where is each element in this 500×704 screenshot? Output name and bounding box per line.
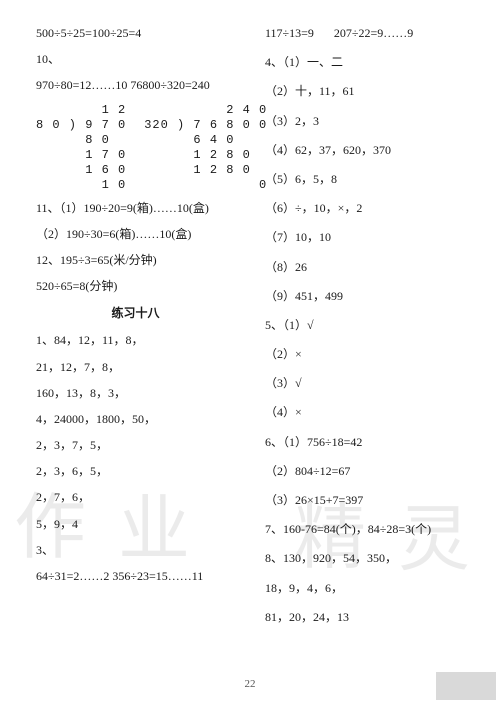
left-line-c-1: 21，12，7，8，: [36, 358, 235, 377]
right-line-4: （5）6，5，8: [265, 170, 464, 189]
page-number: 22: [0, 678, 500, 690]
left-line-b-2: 12、195÷3=65(米/分钟): [36, 251, 235, 270]
right-line-16: 7、160-76=84(个)，84÷28=3(个): [265, 520, 464, 539]
right-line-11: （3）√: [265, 374, 464, 393]
left-line-b-1: （2）190÷30=6(箱)……10(盒): [36, 225, 235, 244]
right-line-12: （4）×: [265, 403, 464, 422]
left-line-a-1: 10、: [36, 50, 235, 69]
right-line-15: （3）26×15+7=397: [265, 491, 464, 510]
right-line-1: （2）十，11，61: [265, 82, 464, 101]
right-line-6: （7）10，10: [265, 228, 464, 247]
left-line-c-8: 3、: [36, 541, 235, 560]
right-line-19: 81，20，24，13: [265, 608, 464, 627]
right-line-13: 6、（1）756÷18=42: [265, 433, 464, 452]
left-line-a-0: 500÷5÷25=100÷25=4: [36, 24, 235, 43]
left-line-c-6: 2，7，6，: [36, 488, 235, 507]
right-line-18: 18，9，4，6，: [265, 579, 464, 598]
right-line-0: 4、（1）一、二: [265, 53, 464, 72]
left-line-c-2: 160，13，8，3，: [36, 384, 235, 403]
left-line-c-0: 1、84，12，11，8，: [36, 331, 235, 350]
right-line-17: 8、130，920，54，350，: [265, 549, 464, 568]
right-line-14: （2）804÷12=67: [265, 462, 464, 481]
right-line-9: 5、（1）√: [265, 316, 464, 335]
right-line-8: （9）451，499: [265, 287, 464, 306]
right-line-5: （6）÷，10，×，2: [265, 199, 464, 218]
right-top-b: 207÷22=9……9: [334, 24, 413, 43]
left-line-c-9: 64÷31=2……2 356÷23=15……11: [36, 567, 235, 586]
left-line-b-0: 11、（1）190÷20=9(箱)……10(盒): [36, 199, 235, 218]
long-division-2: 2 4 0 320 ) 7 6 8 0 0 6 4 0 1 2 8 0 1 2 …: [144, 103, 267, 193]
left-line-c-3: 4，24000，1800，50，: [36, 410, 235, 429]
right-line-10: （2）×: [265, 345, 464, 364]
left-line-b-3: 520÷65=8(分钟): [36, 277, 235, 296]
left-line-c-5: 2，3，6，5，: [36, 462, 235, 481]
long-division-1: 1 2 8 0 ) 9 7 0 8 0 1 7 0 1 6 0 1 0: [36, 103, 126, 193]
right-top-a: 117÷13=9: [265, 24, 314, 43]
right-top-row: 117÷13=9 207÷22=9……9: [265, 24, 464, 43]
right-line-2: （3）2，3: [265, 112, 464, 131]
left-line-c-4: 2，3，7，5，: [36, 436, 235, 455]
right-line-3: （4）62，37，620，370: [265, 141, 464, 160]
left-line-a-2: 970÷80=12……10 76800÷320=240: [36, 76, 235, 95]
right-line-7: （8）26: [265, 258, 464, 277]
section-title: 练习十八: [36, 304, 235, 321]
left-line-c-7: 5，9，4: [36, 515, 235, 534]
corner-box: [436, 672, 496, 700]
